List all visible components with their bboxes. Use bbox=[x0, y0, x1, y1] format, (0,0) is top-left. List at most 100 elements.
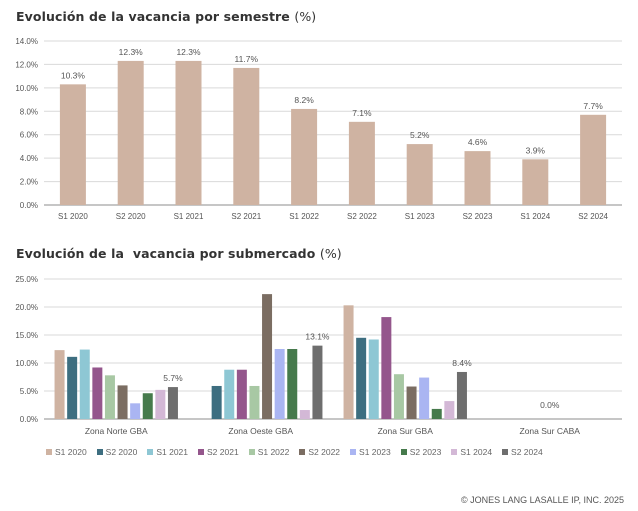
legend-label: S2 2020 bbox=[105, 447, 138, 457]
title-text: Evolución de la vacancia por submercado bbox=[16, 246, 316, 261]
bar bbox=[368, 339, 379, 419]
bar bbox=[211, 385, 222, 419]
legend-swatch bbox=[46, 449, 52, 455]
y-tick-label: 0.0% bbox=[20, 415, 38, 424]
legend-label: S1 2021 bbox=[156, 447, 189, 457]
bar bbox=[92, 367, 103, 419]
x-tick-label: S2 2022 bbox=[347, 212, 377, 221]
bar bbox=[262, 294, 273, 419]
data-label: 5.7% bbox=[163, 373, 183, 383]
y-tick-label: 10.0% bbox=[15, 84, 38, 93]
legend-item: S1 2021 bbox=[147, 447, 188, 457]
legend-label: S1 2022 bbox=[257, 447, 290, 457]
y-tick-label: 8.0% bbox=[20, 107, 38, 116]
bar bbox=[274, 349, 285, 419]
chart-title-semestre: Evolución de la vacancia por semestre (%… bbox=[16, 9, 316, 24]
bar bbox=[356, 337, 367, 419]
bar bbox=[580, 114, 607, 205]
legend-swatch bbox=[96, 449, 103, 455]
bar bbox=[175, 60, 202, 205]
y-tick-label: 10.0% bbox=[15, 359, 38, 368]
bar bbox=[431, 408, 442, 419]
bar bbox=[117, 60, 144, 205]
copyright-footer: © JONES LANG LASALLE IP, INC. 2025 bbox=[460, 495, 624, 505]
x-tick-label: S1 2024 bbox=[520, 212, 550, 221]
data-label: 11.7% bbox=[235, 54, 259, 64]
legend-swatch bbox=[502, 449, 509, 455]
bar bbox=[236, 369, 247, 419]
data-label: 4.6% bbox=[468, 137, 488, 147]
data-label: 12.3% bbox=[176, 47, 201, 57]
bar bbox=[249, 385, 260, 419]
title-text: Evolución de la vacancia por semestre bbox=[16, 9, 290, 24]
bar bbox=[104, 375, 115, 419]
bar bbox=[406, 144, 433, 205]
legend-item: S2 2024 bbox=[502, 447, 543, 457]
bar bbox=[79, 349, 90, 419]
x-tick-label: S1 2022 bbox=[289, 212, 319, 221]
y-tick-label: 12.0% bbox=[15, 60, 38, 69]
x-tick-label: S2 2020 bbox=[116, 212, 146, 221]
legend-item: S1 2022 bbox=[248, 447, 290, 457]
legend-swatch bbox=[400, 449, 407, 455]
bar bbox=[142, 393, 153, 419]
title-unit: (%) bbox=[319, 246, 342, 261]
bar bbox=[456, 371, 467, 419]
data-label: 3.9% bbox=[526, 145, 546, 155]
bar bbox=[130, 403, 141, 419]
bar bbox=[406, 386, 417, 419]
legend-swatch bbox=[299, 449, 306, 455]
data-label: 5.2% bbox=[410, 130, 430, 140]
legend-item: S2 2020 bbox=[96, 447, 138, 457]
bar bbox=[348, 121, 375, 205]
bar bbox=[464, 151, 491, 205]
legend-label: S1 2020 bbox=[55, 447, 87, 457]
title-unit: (%) bbox=[294, 9, 317, 24]
x-tick-label: Zona Norte GBA bbox=[85, 426, 148, 436]
y-tick-label: 20.0% bbox=[15, 303, 38, 312]
y-tick-label: 15.0% bbox=[15, 331, 38, 340]
x-tick-label: S2 2024 bbox=[578, 212, 608, 221]
data-label: 12.3% bbox=[119, 47, 144, 57]
x-tick-label: S1 2023 bbox=[405, 212, 435, 221]
data-label: 7.7% bbox=[583, 101, 603, 111]
y-tick-label: 4.0% bbox=[20, 154, 38, 163]
legend-swatch bbox=[451, 449, 458, 455]
bar bbox=[67, 356, 78, 419]
y-tick-label: 5.0% bbox=[20, 387, 38, 396]
data-label: 7.1% bbox=[352, 108, 372, 118]
y-tick-label: 25.0% bbox=[15, 275, 38, 284]
bar bbox=[233, 67, 260, 205]
bar bbox=[59, 84, 86, 205]
bar bbox=[522, 159, 549, 205]
legend-label: S2 2024 bbox=[511, 447, 543, 457]
legend-item: S1 2024 bbox=[451, 447, 492, 457]
legend-swatch bbox=[147, 449, 154, 455]
legend-label: S1 2023 bbox=[359, 447, 391, 457]
chart-title-submercado: Evolución de la vacancia por submercado … bbox=[16, 246, 342, 261]
legend-label: S1 2024 bbox=[460, 447, 493, 457]
legend-label: S2 2023 bbox=[409, 447, 442, 457]
data-label: 10.3% bbox=[61, 70, 86, 80]
x-tick-label: S2 2021 bbox=[231, 212, 261, 221]
legend-label: S2 2021 bbox=[207, 447, 239, 457]
bar bbox=[299, 410, 310, 419]
legend-item: S2 2021 bbox=[198, 447, 239, 457]
x-tick-label: S1 2021 bbox=[174, 212, 204, 221]
bar bbox=[224, 369, 235, 419]
x-tick-label: S2 2023 bbox=[463, 212, 493, 221]
y-tick-label: 2.0% bbox=[20, 178, 38, 187]
data-label: 0.0% bbox=[540, 400, 560, 410]
data-label: 13.1% bbox=[305, 332, 330, 342]
legend-label: S2 2022 bbox=[308, 447, 341, 457]
bar bbox=[393, 374, 404, 419]
bar bbox=[291, 108, 318, 205]
legend-swatch bbox=[198, 449, 205, 455]
bar bbox=[287, 349, 298, 419]
bar bbox=[54, 350, 65, 419]
legend-item: S2 2023 bbox=[400, 447, 442, 457]
legend-item: S2 2022 bbox=[299, 447, 340, 457]
x-tick-label: Zona Oeste GBA bbox=[228, 426, 293, 436]
bar bbox=[444, 401, 455, 419]
bar bbox=[343, 305, 354, 419]
